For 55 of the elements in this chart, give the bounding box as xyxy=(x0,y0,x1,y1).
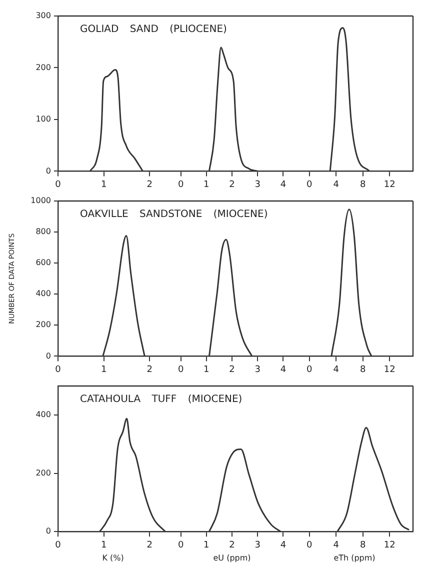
y-tick-label: 0 xyxy=(46,526,51,536)
x-tick-label: 0 xyxy=(306,540,313,550)
y-tick-label: 400 xyxy=(36,289,51,298)
y-tick-label: 100 xyxy=(36,114,51,124)
x-axis-title: eTh (ppm) xyxy=(334,553,376,562)
x-tick-label: 12 xyxy=(384,540,396,550)
x-tick-label: 0 xyxy=(55,540,62,550)
x-tick-label: 0 xyxy=(306,364,313,375)
y-tick-label: 300 xyxy=(36,11,51,20)
y-tick-label: 200 xyxy=(36,320,51,330)
text: OAKVILLE SANDSTONE (MIOCENE) xyxy=(80,209,268,220)
x-tick-label: 3 xyxy=(254,364,260,375)
x-tick-label: 2 xyxy=(146,540,153,550)
x-tick-label: 8 xyxy=(360,364,366,375)
x-tick-label: 8 xyxy=(360,180,366,190)
y-tick-label: 200 xyxy=(36,62,51,72)
y-tick-label: 0 xyxy=(46,351,51,360)
x-tick-label: 4 xyxy=(333,364,340,375)
x-tick-label: 12 xyxy=(384,180,396,190)
y-tick-label: 0 xyxy=(46,166,51,176)
x-tick-label: 4 xyxy=(280,180,286,190)
text: CATAHOULA TUFF (MIOCENE) xyxy=(80,394,242,405)
x-tick-label: 1 xyxy=(100,180,107,190)
x-axis-title: eU (ppm) xyxy=(213,553,251,562)
x-tick-label: 8 xyxy=(360,540,366,550)
x-tick-label: 4 xyxy=(280,540,286,550)
x-tick-label: 2 xyxy=(229,540,235,550)
x-tick-label: 0 xyxy=(306,180,313,190)
y-tick-label: 800 xyxy=(36,227,51,236)
x-tick-label: 4 xyxy=(333,540,340,550)
x-tick-label: 1 xyxy=(100,364,107,375)
x-tick-label: 1 xyxy=(204,540,210,550)
x-tick-label: 3 xyxy=(254,540,260,550)
x-axis-title: K (%) xyxy=(102,553,124,562)
x-tick-label: 3 xyxy=(254,180,260,190)
x-tick-label: 2 xyxy=(146,364,153,375)
x-tick-label: 0 xyxy=(178,540,184,550)
y-tick-label: 400 xyxy=(36,410,51,420)
x-tick-label: 4 xyxy=(333,180,340,190)
x-tick-label: 4 xyxy=(280,364,286,375)
y-tick-label: 200 xyxy=(36,468,51,478)
x-tick-label: 2 xyxy=(229,180,235,190)
y-tick-label: 600 xyxy=(36,258,51,268)
x-tick-label: 0 xyxy=(178,364,184,375)
y-tick-label: 1000 xyxy=(30,196,51,206)
x-tick-label: 0 xyxy=(55,180,62,190)
x-tick-label: 0 xyxy=(55,364,62,375)
x-tick-label: 1 xyxy=(204,364,210,375)
x-tick-label: 0 xyxy=(178,180,184,190)
x-tick-label: 12 xyxy=(384,364,396,375)
x-tick-label: 2 xyxy=(229,364,235,375)
x-tick-label: 1 xyxy=(100,540,107,550)
x-tick-label: 2 xyxy=(146,180,153,190)
text: GOLIAD SAND (PLIOCENE) xyxy=(80,24,227,35)
x-tick-label: 1 xyxy=(204,180,210,190)
